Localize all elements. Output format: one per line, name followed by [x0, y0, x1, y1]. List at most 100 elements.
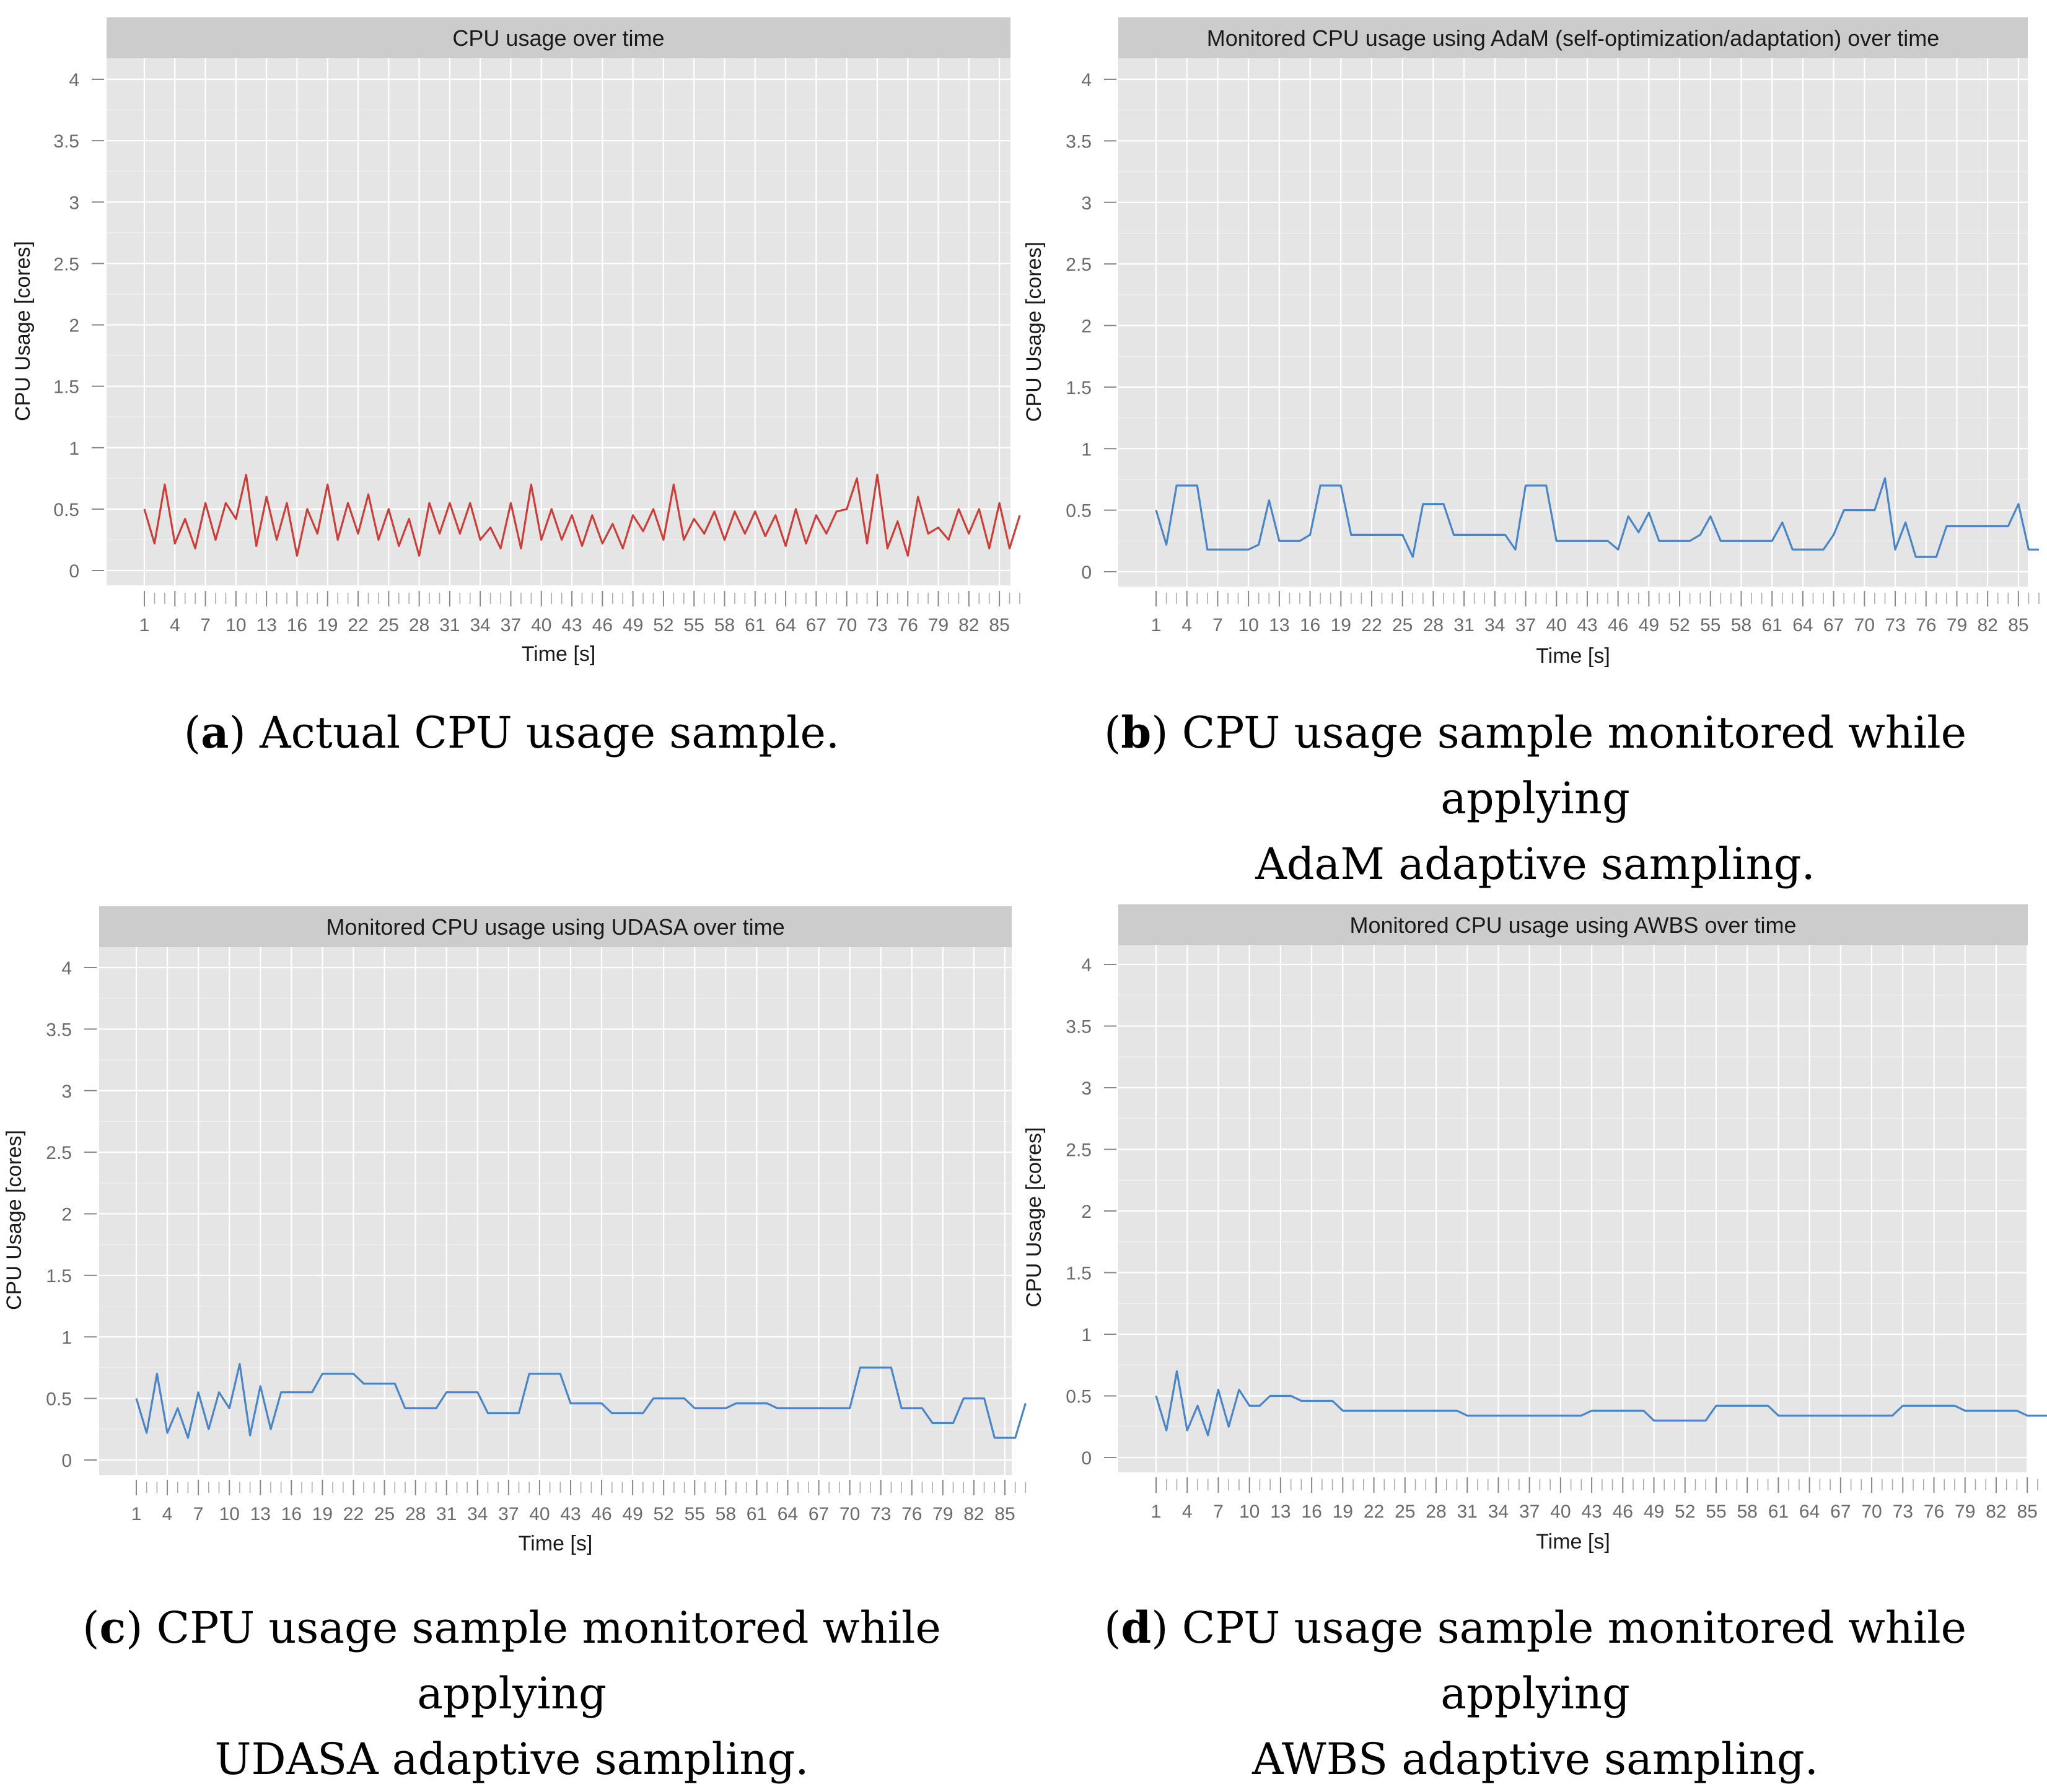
- x-tick-label: 79: [1947, 615, 1967, 636]
- title-strip: [107, 17, 1010, 58]
- x-tick-label: 67: [806, 615, 826, 636]
- x-tick-label: 4: [170, 615, 180, 636]
- x-axis-label: Time [s]: [1536, 1530, 1610, 1554]
- x-tick-label: 16: [281, 1504, 302, 1524]
- y-tick-label: 4: [61, 958, 72, 979]
- y-tick-label: 0.5: [1066, 1387, 1092, 1407]
- y-tick-label: 2: [1081, 1202, 1092, 1222]
- x-tick-label: 46: [1613, 1501, 1633, 1522]
- x-tick-label: 40: [531, 615, 551, 636]
- y-tick-label: 0: [1081, 562, 1092, 583]
- y-tick-label: 1: [61, 1327, 72, 1348]
- x-tick-label: 73: [1893, 1501, 1913, 1522]
- x-tick-label: 25: [1395, 1501, 1415, 1522]
- x-tick-label: 82: [963, 1504, 984, 1524]
- x-tick-label: 19: [1331, 615, 1351, 636]
- x-tick-label: 4: [1181, 615, 1192, 636]
- x-tick-label: 37: [1519, 1501, 1540, 1522]
- x-tick-label: 43: [561, 615, 582, 636]
- x-tick-label: 49: [622, 1504, 642, 1524]
- x-axis-label: Time [s]: [519, 1532, 593, 1555]
- plot-background: [107, 58, 1010, 585]
- x-tick-label: 34: [1488, 1501, 1509, 1522]
- x-tick-label: 79: [1955, 1501, 1975, 1522]
- y-tick-label: 3: [69, 193, 79, 213]
- chart-title: Monitored CPU usage using AWBS over time: [1350, 912, 1797, 938]
- chart-panel-4: Monitored CPU usage using AWBS over time…: [1022, 904, 2047, 1554]
- y-tick-label: 2: [61, 1205, 72, 1225]
- x-tick-label: 55: [1706, 1501, 1726, 1522]
- x-tick-label: 37: [1515, 615, 1536, 636]
- x-tick-label: 10: [1239, 1501, 1260, 1522]
- x-tick-label: 82: [1977, 615, 1997, 636]
- x-tick-label: 64: [1799, 1501, 1820, 1522]
- x-tick-label: 64: [778, 1504, 798, 1524]
- x-tick-label: 49: [1644, 1501, 1664, 1522]
- x-tick-label: 40: [1546, 615, 1567, 636]
- x-tick-label: 85: [2008, 615, 2028, 636]
- x-tick-label: 58: [716, 1504, 736, 1524]
- series-line: [143, 473, 1021, 557]
- x-tick-label: 52: [654, 1504, 674, 1524]
- x-tick-label: 64: [1792, 615, 1813, 636]
- x-tick-label: 73: [870, 1504, 891, 1524]
- x-tick-label: 7: [200, 615, 211, 636]
- x-tick-label: 70: [1854, 615, 1875, 636]
- x-tick-label: 22: [343, 1504, 364, 1524]
- x-tick-label: 34: [470, 615, 491, 636]
- title-strip: [99, 906, 1012, 947]
- y-tick-label: 2.5: [53, 254, 79, 274]
- x-tick-label: 13: [1270, 1501, 1291, 1522]
- x-tick-label: 67: [1830, 1501, 1851, 1522]
- x-tick-label: 79: [932, 1504, 953, 1524]
- plot-background: [99, 947, 1012, 1475]
- x-tick-label: 58: [714, 615, 735, 636]
- x-tick-label: 19: [1333, 1501, 1353, 1522]
- x-tick-label: 19: [317, 615, 338, 636]
- chart-panel-2: Monitored CPU usage using AdaM (self-opt…: [1022, 17, 2040, 668]
- y-tick-label: 0: [61, 1451, 72, 1471]
- x-tick-label: 37: [498, 1504, 519, 1524]
- y-tick-label: 2.5: [1066, 1140, 1092, 1161]
- x-tick-label: 61: [747, 1504, 767, 1524]
- y-tick-label: 3.5: [53, 131, 79, 152]
- y-tick-label: 4: [69, 70, 79, 90]
- x-tick-label: 40: [1550, 1501, 1571, 1522]
- chart-title: Monitored CPU usage using UDASA over tim…: [326, 914, 784, 940]
- x-tick-label: 76: [1924, 1501, 1944, 1522]
- y-tick-label: 3: [1081, 193, 1092, 214]
- x-tick-label: 40: [529, 1504, 550, 1524]
- caption-b: (b) CPU usage sample monitored while app…: [1103, 707, 1967, 889]
- x-tick-label: 19: [312, 1504, 333, 1524]
- x-tick-label: 82: [1986, 1501, 2006, 1522]
- x-tick-label: 37: [501, 615, 521, 636]
- x-tick-label: 85: [994, 1504, 1015, 1524]
- x-tick-label: 31: [439, 615, 460, 636]
- x-tick-label: 10: [219, 1504, 240, 1524]
- x-tick-label: 82: [958, 615, 979, 636]
- series-line: [135, 1363, 1027, 1439]
- x-tick-label: 55: [684, 615, 704, 636]
- x-tick-label: 55: [1700, 615, 1720, 636]
- caption-c: (c) CPU usage sample monitored while app…: [82, 1602, 941, 1785]
- y-tick-label: 0.5: [53, 500, 79, 520]
- x-tick-label: 49: [1639, 615, 1659, 636]
- x-tick-label: 55: [685, 1504, 705, 1524]
- x-tick-label: 67: [809, 1504, 829, 1524]
- x-tick-label: 70: [1861, 1501, 1882, 1522]
- y-tick-label: 1: [1081, 439, 1092, 460]
- x-tick-label: 28: [1426, 1501, 1446, 1522]
- x-tick-label: 58: [1731, 615, 1751, 636]
- y-tick-label: 3: [61, 1082, 72, 1102]
- x-tick-label: 46: [591, 1504, 611, 1524]
- x-tick-label: 13: [256, 615, 276, 636]
- y-axis-label: CPU Usage [cores]: [11, 241, 35, 421]
- y-tick-label: 1.5: [46, 1266, 72, 1287]
- x-tick-label: 73: [1885, 615, 1905, 636]
- y-tick-label: 3.5: [1066, 131, 1092, 152]
- chart-panel-3: Monitored CPU usage using UDASA over tim…: [2, 906, 1027, 1555]
- x-tick-label: 25: [379, 615, 399, 636]
- series-line: [1155, 1370, 2047, 1436]
- x-tick-label: 64: [775, 615, 796, 636]
